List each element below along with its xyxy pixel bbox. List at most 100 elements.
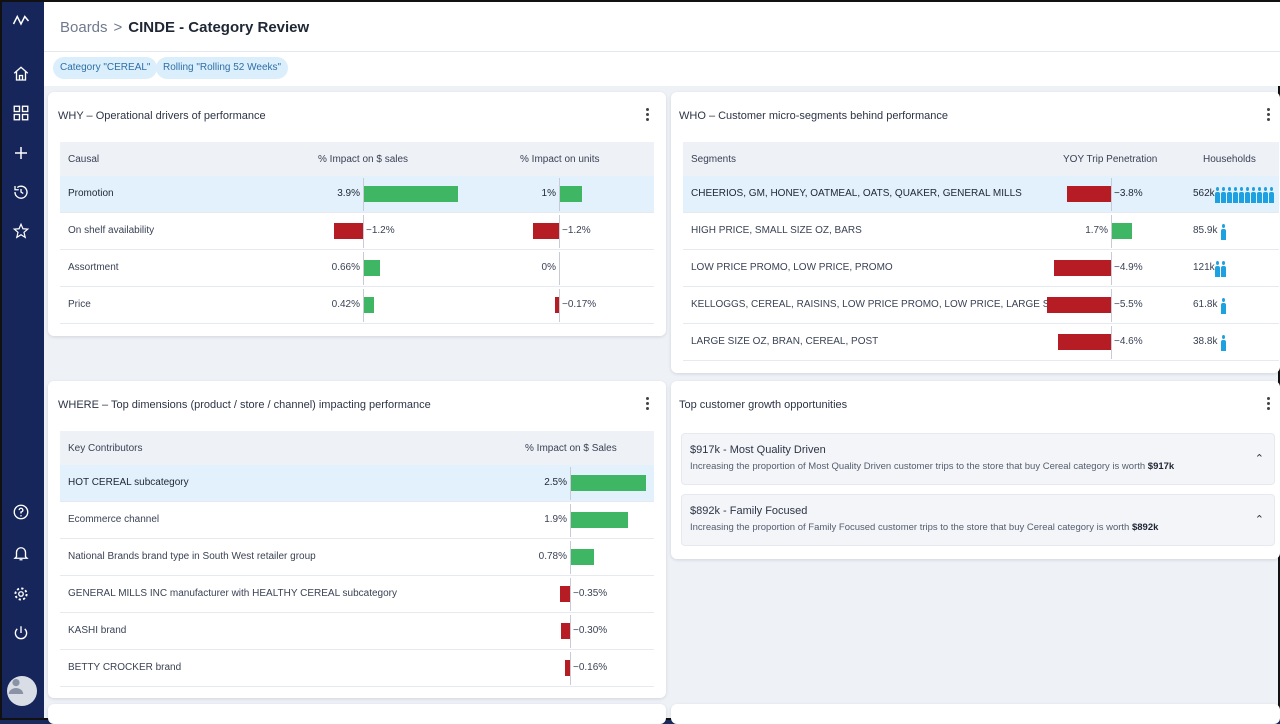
- table-row[interactable]: Price 0.42% −0.17%: [60, 287, 654, 324]
- bar-value-label: −0.35%: [573, 588, 608, 599]
- opportunity-worth: $917k: [1147, 461, 1175, 472]
- table-row[interactable]: National Brands brand type in South West…: [60, 539, 654, 576]
- person-icon: [1221, 261, 1226, 277]
- bar-value-label: 0.78%: [538, 551, 567, 562]
- bar-value-label: 2.5%: [544, 477, 567, 488]
- history-icon[interactable]: [10, 181, 32, 203]
- bar-value-label: −0.30%: [573, 625, 608, 636]
- table-row[interactable]: HOT CEREAL subcategory 2.5%: [60, 465, 654, 502]
- gear-icon[interactable]: [10, 583, 32, 605]
- households-people-icons: [1221, 222, 1226, 240]
- bar-value-label: −0.17%: [562, 299, 597, 310]
- person-icon: [1263, 187, 1268, 203]
- person-icon: [1221, 224, 1226, 240]
- bar-axis: [1111, 289, 1112, 322]
- home-icon[interactable]: [10, 63, 32, 85]
- bar-negative: [555, 297, 559, 313]
- bar-axis: [570, 615, 571, 648]
- who-more-icon[interactable]: [1263, 106, 1273, 124]
- bar-axis: [1111, 178, 1112, 211]
- bar-negative: [1066, 186, 1111, 202]
- opportunity-item[interactable]: $917k - Most Quality Driven Increasing t…: [681, 433, 1275, 485]
- table-row[interactable]: CHEERIOS, GM, HONEY, OATMEAL, OATS, QUAK…: [683, 176, 1279, 213]
- row-label: KELLOGGS, CEREAL, RAISINS, LOW PRICE PRO…: [691, 299, 1067, 310]
- bar-value-label: 1.9%: [544, 514, 567, 525]
- bar-positive: [560, 186, 582, 202]
- why-col-units: % Impact on units: [520, 154, 600, 165]
- table-row[interactable]: Promotion 3.9% 1%: [60, 176, 654, 213]
- table-row[interactable]: LARGE SIZE OZ, BRAN, CEREAL, POST −4.6% 38…: [683, 324, 1279, 361]
- bar-axis: [559, 289, 560, 322]
- page-title: CINDE - Category Review: [128, 19, 310, 36]
- filter-chip-category[interactable]: Category "CEREAL": [53, 57, 158, 79]
- bar-axis: [570, 541, 571, 574]
- table-row[interactable]: LOW PRICE PROMO, LOW PRICE, PROMO −4.9% 12…: [683, 250, 1279, 287]
- bell-icon[interactable]: [10, 542, 32, 564]
- bar-axis: [363, 289, 364, 322]
- households-people-icons: [1215, 259, 1226, 277]
- opportunity-item[interactable]: $892k - Family Focused Increasing the pr…: [681, 494, 1275, 546]
- plus-icon[interactable]: [10, 142, 32, 164]
- bar-axis: [570, 504, 571, 537]
- households-value: 38.8k: [1193, 336, 1218, 347]
- star-icon[interactable]: [10, 220, 32, 242]
- person-icon: [1227, 187, 1232, 203]
- bar-value-label: −0.16%: [573, 662, 608, 673]
- where-more-icon[interactable]: [642, 395, 652, 413]
- where-title: WHERE – Top dimensions (product / store …: [58, 399, 431, 411]
- row-label: GENERAL MILLS INC manufacturer with HEAL…: [68, 588, 398, 599]
- bar-value-label: 1.7%: [1085, 225, 1108, 236]
- where-card: WHERE – Top dimensions (product / store …: [48, 381, 666, 698]
- table-row[interactable]: BETTY CROCKER brand −0.16%: [60, 650, 654, 687]
- logo-icon[interactable]: [10, 10, 32, 32]
- power-icon[interactable]: [10, 622, 32, 644]
- row-label: HIGH PRICE, SMALL SIZE OZ, BARS: [691, 225, 862, 236]
- table-row[interactable]: Ecommerce channel 1.9%: [60, 502, 654, 539]
- chevron-up-icon[interactable]: ⌃: [1254, 453, 1264, 465]
- bar-axis: [559, 252, 560, 285]
- row-label: LARGE SIZE OZ, BRAN, CEREAL, POST: [691, 336, 879, 347]
- row-label: KASHI brand: [68, 625, 127, 636]
- opportunity-desc-text: Increasing the proportion of Family Focu…: [690, 522, 1132, 533]
- table-row[interactable]: GENERAL MILLS INC manufacturer with HEAL…: [60, 576, 654, 613]
- opportunity-worth: $892k: [1131, 522, 1159, 533]
- bar-negative: [1057, 334, 1111, 350]
- help-icon[interactable]: [10, 501, 32, 523]
- table-row[interactable]: Assortment 0.66% 0%: [60, 250, 654, 287]
- bar-axis: [363, 215, 364, 248]
- chevron-up-icon[interactable]: ⌃: [1254, 514, 1264, 526]
- person-icon: [1221, 335, 1226, 351]
- filter-chip-rolling[interactable]: Rolling "Rolling 52 Weeks": [156, 57, 289, 79]
- bar-axis: [559, 215, 560, 248]
- bar-axis: [570, 578, 571, 611]
- where-col-impact: % Impact on $ Sales: [525, 443, 617, 454]
- breadcrumb-root[interactable]: Boards: [60, 19, 108, 36]
- sidebar: [2, 2, 44, 718]
- table-row[interactable]: KASHI brand −0.30%: [60, 613, 654, 650]
- where-col-contributors: Key Contributors: [68, 443, 143, 454]
- grid-icon[interactable]: [10, 102, 32, 124]
- bar-value-label: −1.2%: [366, 225, 395, 236]
- bar-negative: [1047, 297, 1111, 313]
- main-area: Boards > CINDE - Category Review Category …: [44, 2, 1280, 724]
- households-value: 562k: [1193, 188, 1215, 199]
- why-more-icon[interactable]: [642, 106, 652, 124]
- why-title: WHY – Operational drivers of performance: [58, 110, 266, 122]
- person-icon: [1233, 187, 1238, 203]
- opportunities-more-icon[interactable]: [1263, 395, 1273, 413]
- person-icon: [1269, 187, 1274, 203]
- person-icon: [1215, 261, 1220, 277]
- opportunity-title: $892k - Family Focused: [690, 505, 808, 517]
- topbar: Boards > CINDE - Category Review: [44, 2, 1280, 52]
- table-row[interactable]: KELLOGGS, CEREAL, RAISINS, LOW PRICE PRO…: [683, 287, 1279, 324]
- table-row[interactable]: On shelf availability −1.2% −1.2%: [60, 213, 654, 250]
- bar-negative: [565, 660, 570, 676]
- avatar[interactable]: [7, 676, 37, 706]
- person-icon: [1257, 187, 1262, 203]
- table-row[interactable]: HIGH PRICE, SMALL SIZE OZ, BARS 1.7% 85.9k: [683, 213, 1279, 250]
- bar-value-label: −5.5%: [1114, 299, 1143, 310]
- who-card: WHO – Customer micro-segments behind per…: [671, 92, 1280, 373]
- bar-axis: [1111, 252, 1112, 285]
- why-col-causal: Causal: [68, 154, 100, 165]
- bar-axis: [559, 178, 560, 211]
